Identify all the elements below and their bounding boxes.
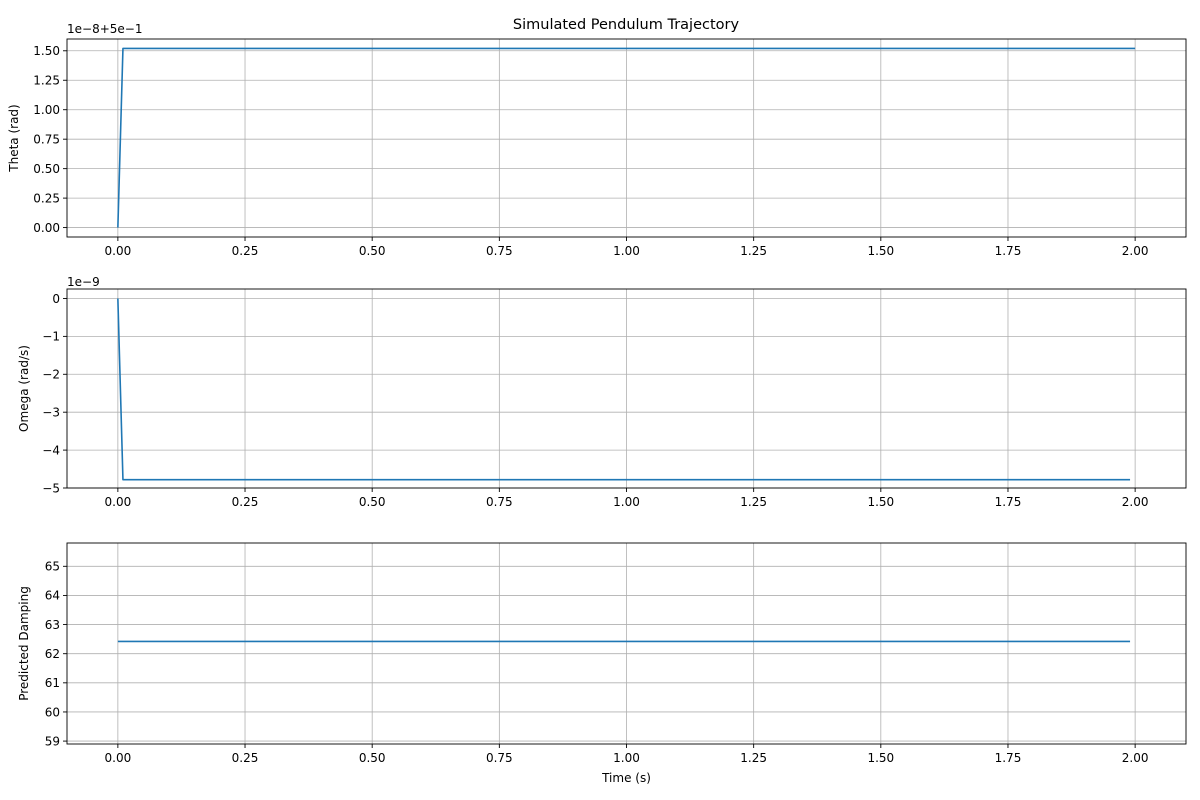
x-tick-label: 1.50 [867, 244, 894, 258]
x-tick-label: 1.00 [613, 751, 640, 765]
x-tick-label: 0.25 [232, 244, 259, 258]
x-tick-label: 1.25 [740, 495, 767, 509]
series-line [117, 298, 1131, 481]
omega-panel: 0.00 0.25 0.50 0.75 1.00 1.25 1.50 1.75 2.00 0 −1 −… [17, 275, 1187, 509]
x-tick-label: 1.75 [995, 244, 1022, 258]
damping-panel: 0.00 0.25 0.50 0.75 1.00 1.25 1.50 1.75 2.00 59 60… [17, 542, 1187, 785]
y-tick-label: 0.50 [33, 162, 60, 176]
x-tick-label: 0.75 [486, 495, 513, 509]
x-tick-label: 1.50 [867, 751, 894, 765]
y-tick-label: 0.25 [33, 191, 60, 205]
x-tick-label: 1.75 [995, 495, 1022, 509]
y-tick-label: −4 [42, 443, 60, 457]
y-tick-label: 62 [45, 647, 60, 661]
x-tick-label: 0.50 [359, 751, 386, 765]
x-tick-label: 2.00 [1122, 751, 1149, 765]
x-tick-label: 0.50 [359, 495, 386, 509]
y-tick-label: 0.00 [33, 221, 60, 235]
x-tick-label: 1.25 [740, 751, 767, 765]
y-tick-label: 60 [45, 705, 60, 719]
x-tick-label: 2.00 [1122, 244, 1149, 258]
x-tick-label: 1.50 [867, 495, 894, 509]
y-tick-label: −1 [42, 330, 60, 344]
axis-offset-label: 1e−9 [67, 275, 100, 289]
x-tick-label: 0.25 [232, 495, 259, 509]
x-tick-label: 2.00 [1122, 495, 1149, 509]
y-tick-label: 0.75 [33, 132, 60, 146]
y-tick-label: −3 [42, 405, 60, 419]
x-tick-label: 1.00 [613, 495, 640, 509]
y-tick-label: −2 [42, 368, 60, 382]
figure-title: Simulated Pendulum Trajectory [513, 17, 740, 33]
y-tick-label: 1.25 [33, 74, 60, 88]
x-tick-label: 0.00 [105, 244, 132, 258]
y-axis-title: Predicted Damping [17, 586, 31, 701]
y-tick-label: 59 [45, 734, 60, 748]
x-tick-label: 0.25 [232, 751, 259, 765]
x-tick-label: 1.75 [995, 751, 1022, 765]
x-tick-label: 0.00 [105, 751, 132, 765]
x-tick-label: 0.75 [486, 244, 513, 258]
x-tick-label: 0.00 [105, 495, 132, 509]
y-tick-label: −5 [42, 481, 60, 495]
x-axis-title: Time (s) [601, 771, 651, 785]
y-tick-label: 0 [52, 292, 60, 306]
x-tick-label: 0.50 [359, 244, 386, 258]
y-tick-label: 64 [45, 589, 60, 603]
series-line [117, 47, 1136, 228]
x-tick-label: 1.00 [613, 244, 640, 258]
y-tick-label: 65 [45, 560, 60, 574]
y-axis-title: Theta (rad) [7, 104, 21, 172]
y-tick-label: 63 [45, 618, 60, 632]
y-tick-label: 61 [45, 676, 60, 690]
y-tick-label: 1.00 [33, 103, 60, 117]
x-tick-label: 0.75 [486, 751, 513, 765]
y-tick-label: 1.50 [33, 44, 60, 58]
y-axis-title: Omega (rad/s) [17, 345, 31, 432]
axis-offset-label: 1e−8+5e−1 [67, 22, 142, 36]
theta-panel: 0.00 0.25 0.50 0.75 1.00 1.25 1.50 1.75 2.00 0.00… [7, 22, 1187, 258]
x-tick-label: 1.25 [740, 244, 767, 258]
